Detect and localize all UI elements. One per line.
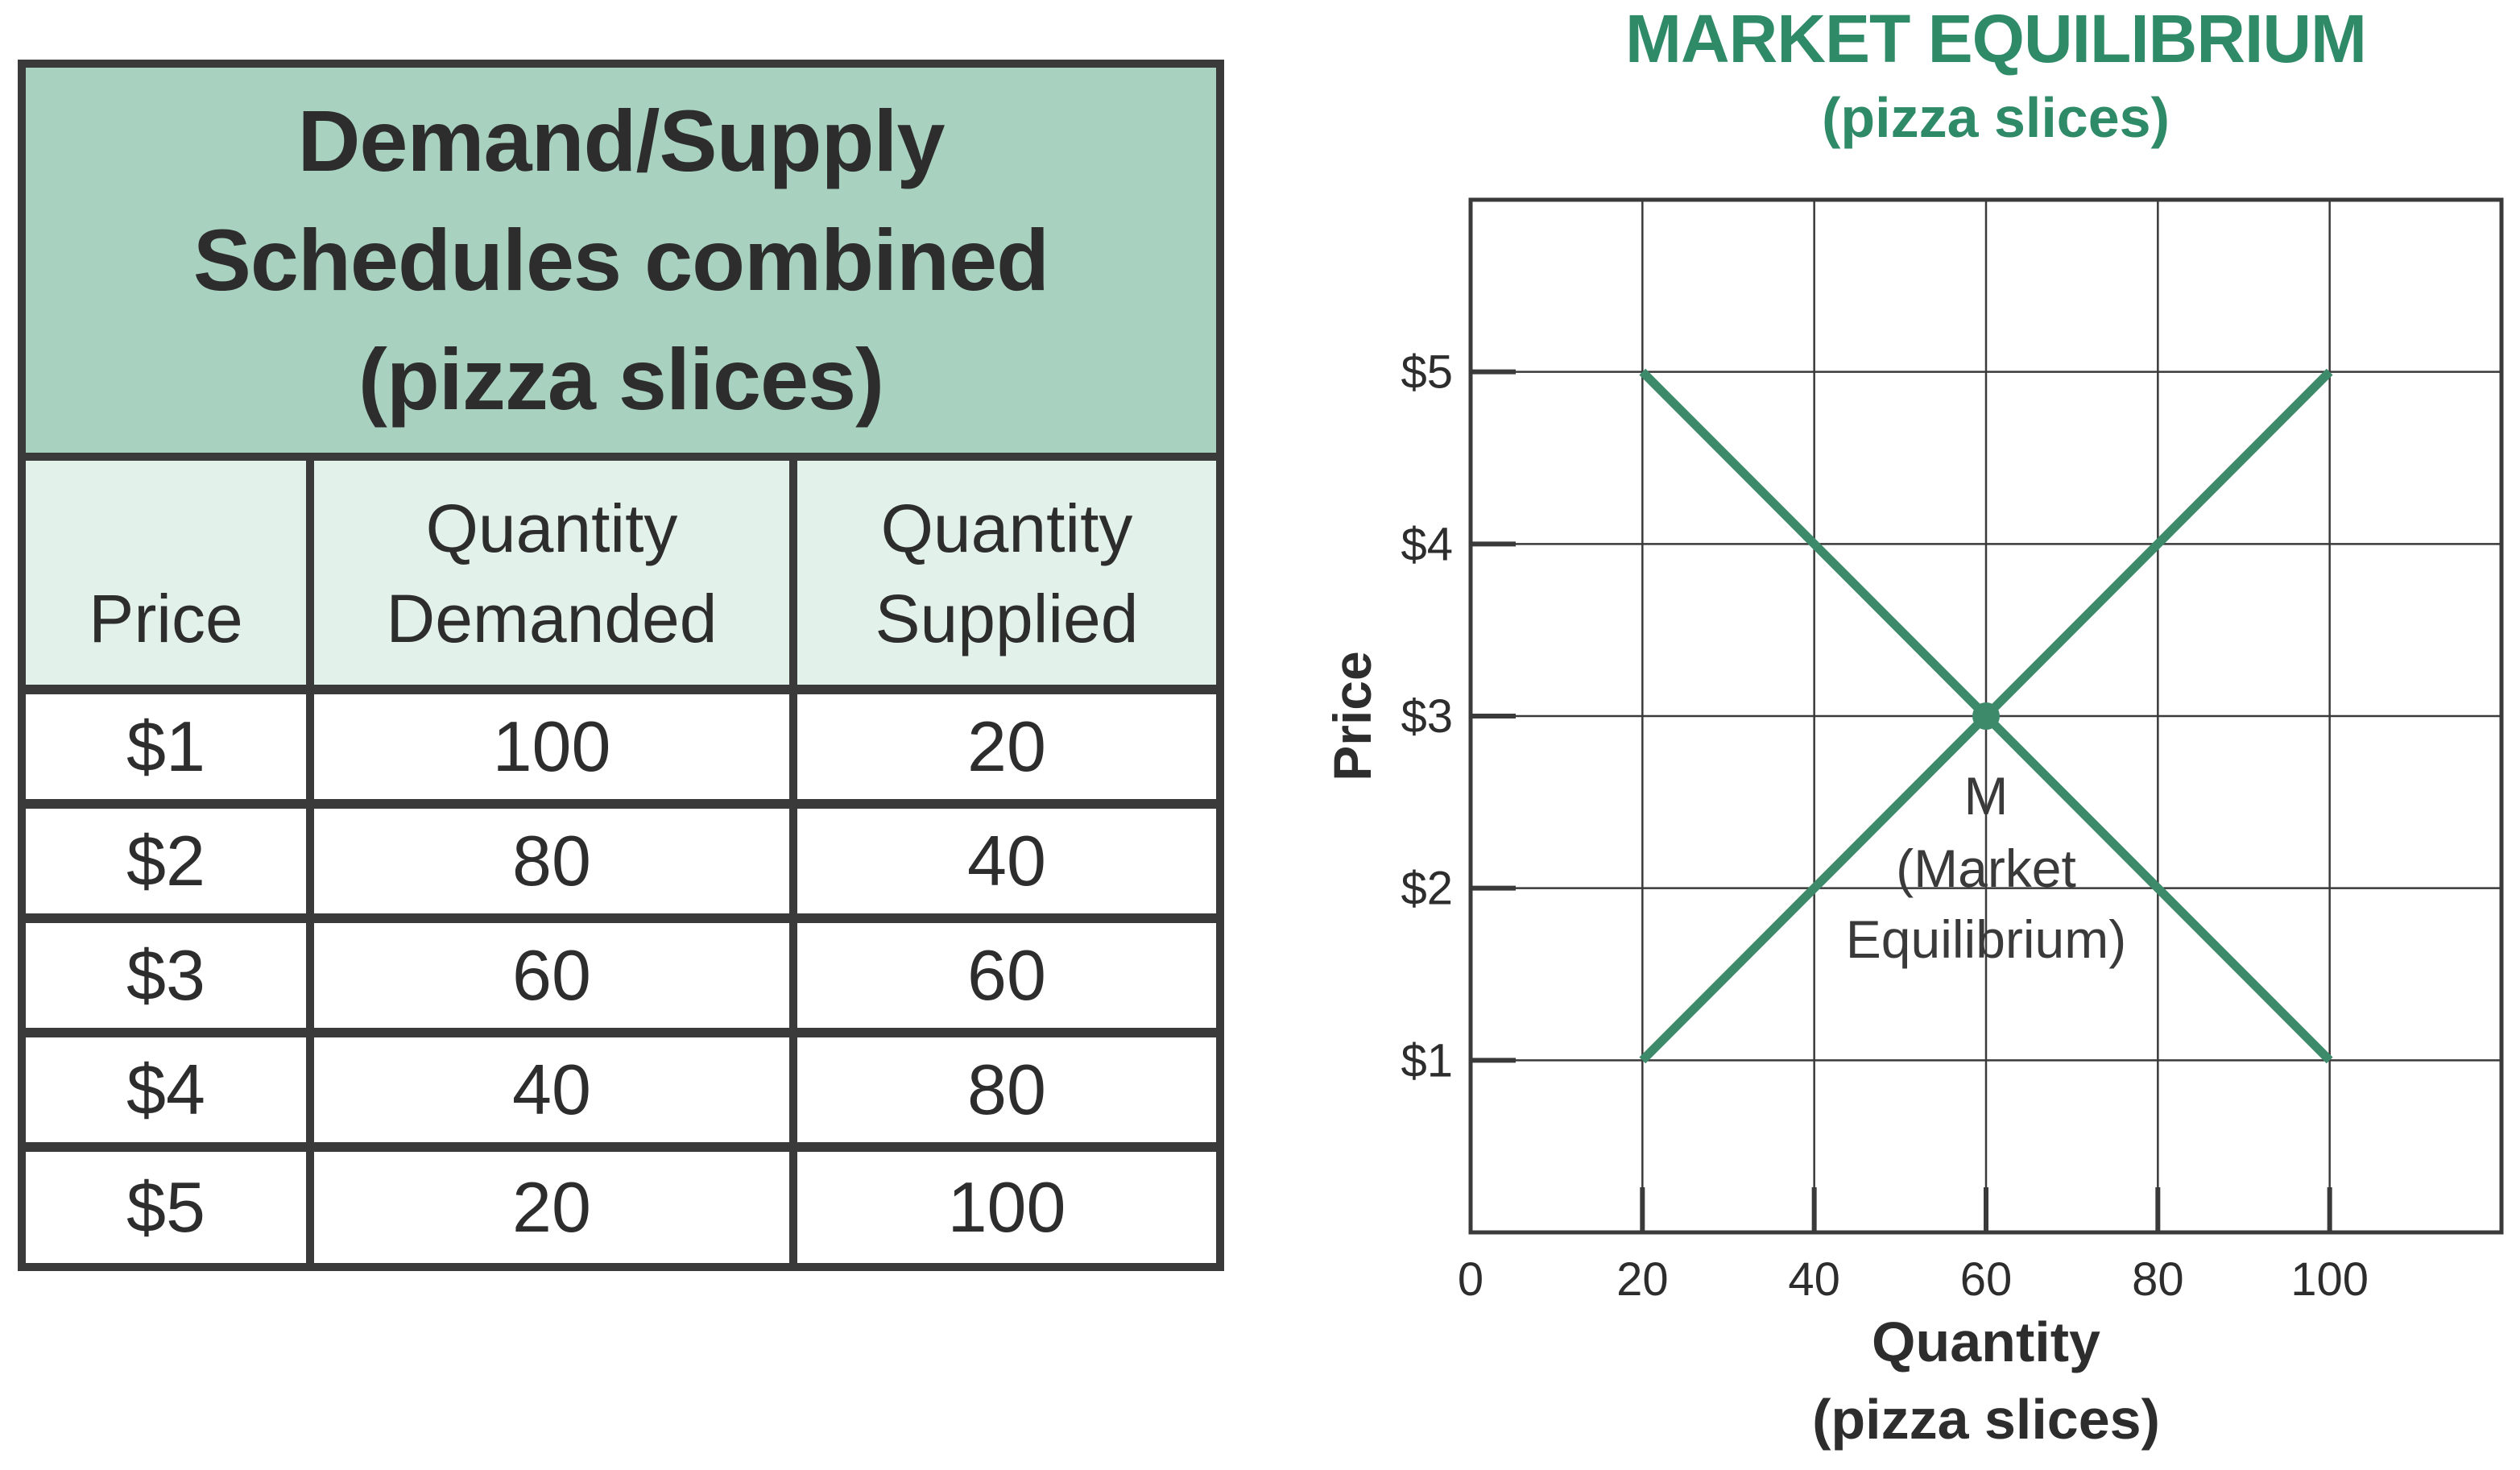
header-text: Demanded xyxy=(386,581,718,656)
equilibrium-point xyxy=(1972,702,2000,730)
demanded-cell: 40 xyxy=(314,1037,797,1142)
table-title-line: Demand/Supply xyxy=(297,92,945,189)
table-title-line: (pizza slices) xyxy=(358,330,884,428)
y-tick-label: $2 xyxy=(1401,863,1453,915)
x-tick-label: 0 xyxy=(1458,1253,1483,1306)
equilibrium-label: (Market xyxy=(1896,839,2076,898)
table-row: $4 40 80 xyxy=(26,1037,1216,1152)
y-tick-label: $5 xyxy=(1401,346,1453,399)
price-cell: $2 xyxy=(26,809,314,913)
table-row: $5 20 100 xyxy=(26,1152,1216,1263)
table-row: $2 80 40 xyxy=(26,809,1216,923)
table-header-row: Price Quantity Demanded Quantity Supplie… xyxy=(26,461,1216,694)
supplied-cell: 20 xyxy=(967,706,1046,786)
price-cell: $1 xyxy=(26,694,314,799)
equilibrium-label: M xyxy=(1964,766,2009,826)
header-quantity-demanded: Quantity Demanded xyxy=(314,461,797,685)
y-tick-label: $3 xyxy=(1401,690,1453,743)
header-text: Price xyxy=(89,581,243,656)
x-tick-label: 80 xyxy=(2132,1253,2184,1306)
chart-title: MARKET EQUILIBRIUM xyxy=(1625,1,2367,77)
equilibrium-label: Equilibrium) xyxy=(1846,909,2126,969)
x-axis-label: (pizza slices) xyxy=(1812,1388,2160,1451)
header-text: Quantity xyxy=(880,491,1133,566)
demanded-cell: 80 xyxy=(314,809,797,913)
supplied-cell: 60 xyxy=(967,935,1046,1015)
demand-supply-table: Demand/Supply Schedules combined (pizza … xyxy=(18,60,1224,1271)
supplied-cell: 40 xyxy=(967,821,1046,901)
chart-subtitle: (pizza slices) xyxy=(1822,86,2170,149)
x-tick-label: 60 xyxy=(1960,1253,2013,1306)
price-cell: $4 xyxy=(26,1037,314,1142)
demanded-cell: 20 xyxy=(314,1152,797,1263)
table-row: $1 100 20 xyxy=(26,694,1216,809)
table-row: $3 60 60 xyxy=(26,923,1216,1037)
header-text: Quantity xyxy=(425,491,678,566)
table-title: Demand/Supply Schedules combined (pizza … xyxy=(26,68,1216,461)
supplied-cell: 80 xyxy=(967,1050,1046,1129)
y-tick-label: $4 xyxy=(1401,518,1453,570)
demanded-cell: 60 xyxy=(314,923,797,1028)
x-axis-label: Quantity xyxy=(1872,1311,2100,1373)
x-tick-label: 100 xyxy=(2290,1253,2369,1306)
y-tick-label: $1 xyxy=(1401,1034,1453,1087)
header-quantity-supplied: Quantity Supplied xyxy=(797,461,1216,685)
price-cell: $3 xyxy=(26,923,314,1028)
header-text: Supplied xyxy=(875,581,1139,656)
x-tick-label: 20 xyxy=(1616,1253,1669,1306)
price-cell: $5 xyxy=(26,1152,314,1263)
supplied-cell: 100 xyxy=(947,1167,1066,1247)
header-price: Price xyxy=(26,461,314,685)
demanded-cell: 100 xyxy=(314,694,797,799)
x-tick-label: 40 xyxy=(1788,1253,1840,1306)
table-title-line: Schedules combined xyxy=(192,211,1049,308)
y-axis-label: Price xyxy=(1322,651,1382,781)
